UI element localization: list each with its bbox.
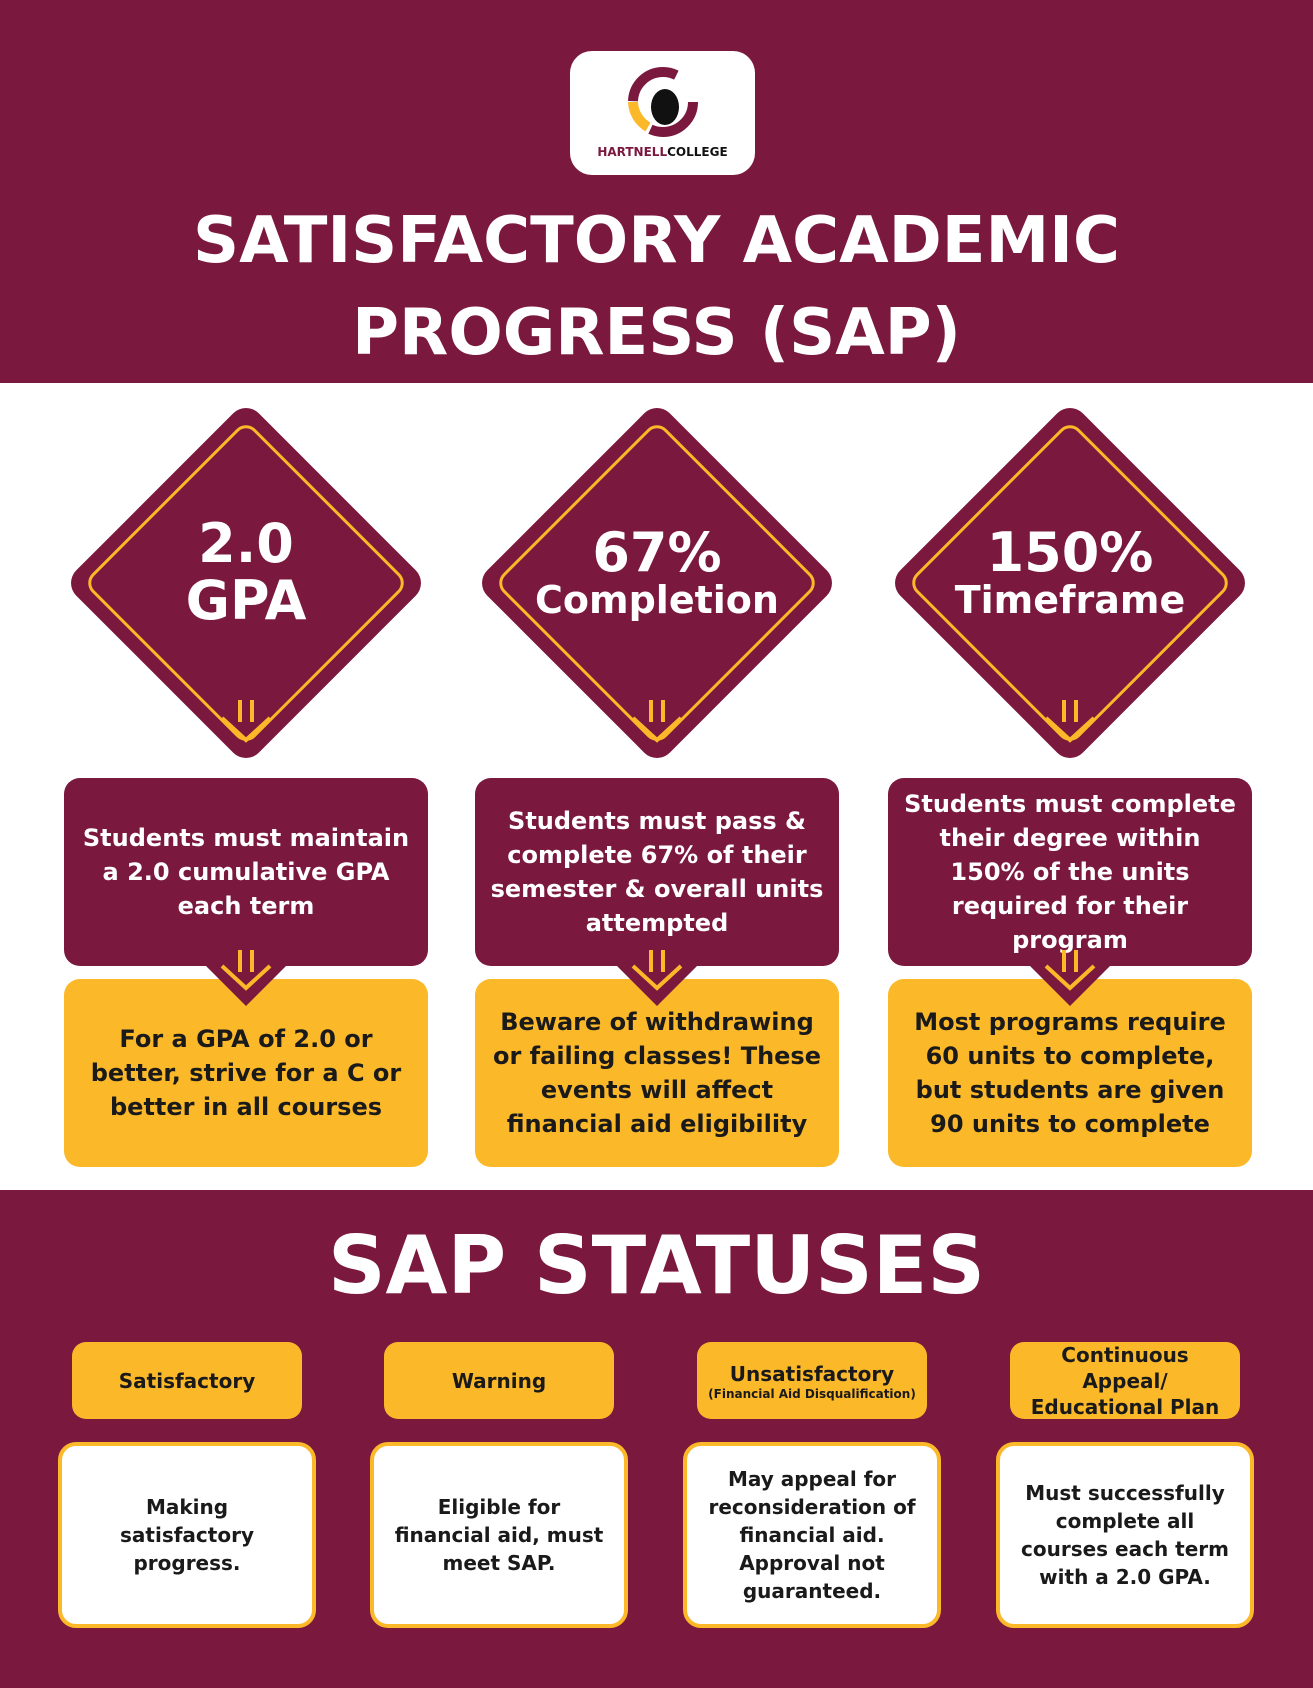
subhead: Timeframe	[954, 578, 1186, 623]
status-sublabel: (Financial Aid Disqualification)	[708, 1386, 916, 1401]
status-name: Continuous Appeal/ Educational Plan	[1030, 1342, 1220, 1419]
status-description: May appeal for reconsideration of financ…	[683, 1442, 941, 1628]
description-box: Students must pass & complete 67% of the…	[475, 778, 839, 966]
title-line: SATISFACTORY ACADEMIC	[193, 204, 1120, 278]
status-name: Warning	[451, 1368, 547, 1393]
diamond-outline	[88, 425, 404, 741]
diamond-text: 67% Completion	[497, 498, 817, 648]
tip-box: For a GPA of 2.0 or better, strive for a…	[64, 979, 428, 1167]
status-label: Warning	[384, 1342, 614, 1419]
status-label: Unsatisfactory (Financial Aid Disqualific…	[697, 1342, 927, 1419]
subhead: GPA	[185, 569, 307, 632]
status-name: Unsatisfactory	[729, 1361, 895, 1386]
status-description: Eligible for financial aid, must meet SA…	[370, 1442, 628, 1628]
tip-box: Most programs require 60 units to comple…	[888, 979, 1252, 1167]
diamond-outline	[912, 425, 1228, 741]
logo: HARTNELLCOLLEGE	[570, 51, 755, 175]
diamond	[71, 408, 421, 758]
description-box: Students must maintain a 2.0 cumulative …	[64, 778, 428, 966]
status-label: Continuous Appeal/ Educational Plan	[1010, 1342, 1240, 1419]
status-label: Satisfactory	[72, 1342, 302, 1419]
title-line: PROGRESS (SAP)	[352, 296, 961, 370]
logo-emblem	[627, 67, 698, 137]
title: SATISFACTORY ACADEMIC PROGRESS (SAP)	[0, 195, 1313, 379]
arrow-icon	[631, 700, 683, 743]
diamond-text: 2.0 GPA	[86, 498, 406, 648]
status-name: Satisfactory	[118, 1368, 256, 1393]
headline: 2.0	[198, 512, 294, 576]
headline: 67%	[592, 520, 722, 584]
arrow-icon	[1044, 700, 1096, 743]
status-description: Making satisfactory progress.	[58, 1442, 316, 1628]
statuses-title: SAP STATUSES	[327, 1218, 986, 1312]
description-box: Students must complete their degree with…	[888, 778, 1252, 966]
headline: 150%	[986, 520, 1154, 584]
arrow-icon	[220, 700, 272, 743]
subhead: Completion	[535, 578, 779, 623]
diamond	[482, 408, 832, 758]
logo-name: HARTNELL	[597, 145, 668, 159]
logo-text: HARTNELLCOLLEGE	[597, 145, 727, 159]
logo-name: COLLEGE	[667, 145, 728, 159]
tip-box: Beware of withdrawing or failing classes…	[475, 979, 839, 1167]
diamond-text: 150% Timeframe	[910, 498, 1230, 648]
diamond	[895, 408, 1245, 758]
status-description: Must successfully complete all courses e…	[996, 1442, 1254, 1628]
diamond-outline	[499, 425, 815, 741]
